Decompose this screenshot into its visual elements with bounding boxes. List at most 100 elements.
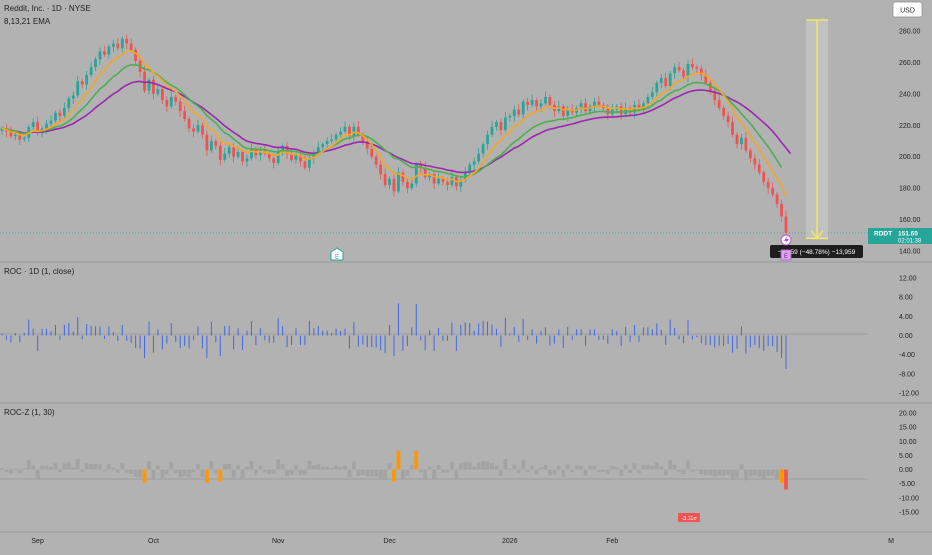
candle-body <box>740 137 743 145</box>
rocz-bar <box>71 467 76 470</box>
time-axis[interactable]: Sep Oct Nov Dec 2026 Feb M <box>31 538 894 545</box>
rocz-bar <box>66 462 71 470</box>
rocz-bar <box>276 459 281 470</box>
roc-bar <box>674 327 676 336</box>
candle-body <box>530 100 534 105</box>
currency-button[interactable]: USD <box>892 1 923 18</box>
rocz-bar <box>267 469 272 474</box>
candle-body <box>361 134 365 141</box>
roc-bar <box>487 321 489 336</box>
roc-bar <box>117 335 119 341</box>
rocz-bar <box>360 469 365 475</box>
rocz-bar <box>196 464 200 470</box>
rocz-bar <box>17 469 22 474</box>
roc-bar <box>553 335 555 344</box>
rocz-bar <box>414 450 419 470</box>
candle-body <box>503 117 507 130</box>
rocz-bar <box>231 469 236 478</box>
candle-body <box>753 158 757 165</box>
roc-axis[interactable]: 12.00 8.00 4.00 0.00 -4.00 -8.00 -12.00 <box>899 276 919 398</box>
roc-bar <box>68 323 70 336</box>
rocz-bar <box>22 468 27 470</box>
rocz-bar <box>752 469 757 476</box>
earnings-marker-shape[interactable] <box>330 247 344 261</box>
candle-body <box>593 101 596 107</box>
roc-bar <box>14 333 16 336</box>
rocz-bar <box>245 466 249 470</box>
candle-body <box>481 144 485 154</box>
rocz-bar <box>690 469 695 472</box>
earnings-marker-upcoming[interactable]: E <box>780 234 792 261</box>
rocz-bar <box>227 463 232 470</box>
rocz-bar <box>142 469 147 483</box>
candle-body <box>174 97 178 102</box>
candle-body <box>348 126 351 137</box>
roc-bar <box>634 324 636 336</box>
rocz-bar <box>4 469 9 473</box>
rocz-bar <box>80 469 85 472</box>
rocz-bar <box>280 463 285 470</box>
price-axis[interactable]: 280.00 260.00 240.00 220.00 200.00 180.00 160.… <box>899 29 921 256</box>
rocz-bar <box>387 463 392 470</box>
roc-bar <box>228 325 230 336</box>
roc-bar <box>166 335 168 344</box>
rocz-bar <box>352 461 356 470</box>
roc-bar <box>46 328 48 336</box>
rocz-bar <box>646 464 650 470</box>
candle-body <box>508 115 512 118</box>
rocz-bar <box>218 469 223 482</box>
roc-bar <box>625 326 627 336</box>
roc-bar <box>451 322 453 336</box>
earnings-marker-upcoming-label: E <box>784 254 788 260</box>
roc-tick-label: -12.00 <box>899 391 919 398</box>
rocz-bar <box>628 469 632 474</box>
currency-button-label[interactable]: USD <box>900 8 915 15</box>
ema-lines-group <box>1 50 792 197</box>
candle-body <box>744 137 748 151</box>
roc-bar <box>161 335 163 350</box>
rocz-bar <box>632 463 637 470</box>
roc-bar <box>366 335 368 347</box>
candle-body <box>757 164 761 173</box>
roc-bar <box>781 335 783 359</box>
roc-bar <box>77 317 79 336</box>
candle-body <box>178 101 182 112</box>
candle-body <box>223 153 227 160</box>
roc-bar <box>580 329 582 336</box>
roc-bar <box>193 335 195 340</box>
roc-bar <box>696 335 698 338</box>
rocz-bar <box>699 469 704 475</box>
roc-bar <box>170 323 172 336</box>
time-tick-label: M <box>888 538 894 545</box>
rocz-bar <box>472 466 477 470</box>
rocz-bar <box>467 462 472 470</box>
rocz-bar <box>579 465 583 470</box>
candle-body <box>414 164 418 184</box>
roc-bar <box>647 327 649 336</box>
rocz-axis[interactable]: 20.00 15.00 10.00 5.00 0.00 -5.00 -10.00 -15.00 <box>899 411 919 517</box>
rocz-bar <box>775 469 779 480</box>
rocz-bar <box>409 464 414 470</box>
earnings-marker[interactable]: E <box>330 247 344 261</box>
currency-button-box[interactable] <box>892 1 923 18</box>
candle-body <box>241 152 244 162</box>
rocz-tick-label: 20.00 <box>899 411 917 418</box>
candle-body <box>76 81 80 96</box>
candle-body <box>619 106 623 115</box>
candle-body <box>379 164 383 174</box>
price-range-measure[interactable] <box>806 19 828 240</box>
candle-body <box>294 155 298 160</box>
roc-bar <box>776 335 778 352</box>
roc-bar <box>72 331 74 336</box>
earnings-marker-upcoming-box[interactable] <box>780 249 792 261</box>
rocz-bar <box>525 469 530 473</box>
roc-bar <box>549 335 551 346</box>
rocz-bar <box>396 450 401 470</box>
candle-body <box>468 164 472 173</box>
rocz-extreme-label-box <box>678 513 700 522</box>
roc-bar <box>433 335 435 351</box>
roc-bar <box>197 326 199 336</box>
roc-bar <box>749 335 751 348</box>
candle-body <box>267 153 271 159</box>
